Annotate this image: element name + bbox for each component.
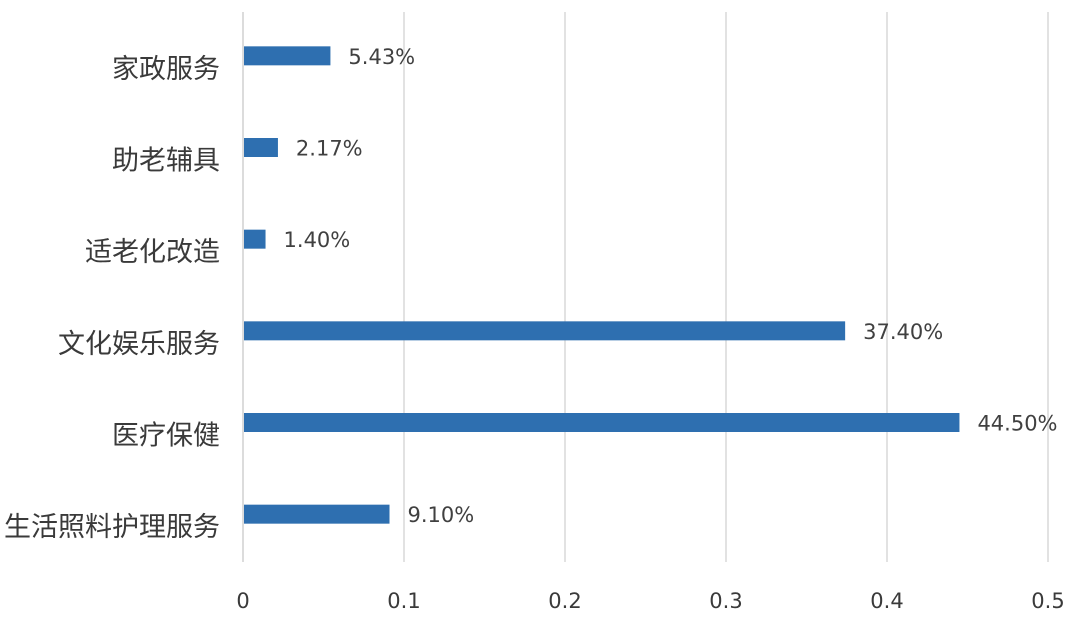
x-tick-labels: 0 0.1 0.2 0.3 0.4 0.5 (236, 589, 1064, 613)
bar (244, 138, 278, 157)
x-tick-label: 0.3 (709, 589, 742, 613)
category-label: 医疗保健 (112, 421, 220, 452)
category-label: 助老辅具 (112, 146, 220, 177)
gridlines (242, 12, 1049, 562)
category-label: 适老化改造 (85, 237, 220, 268)
data-label: 44.50% (977, 412, 1057, 436)
category-label: 家政服务 (112, 54, 220, 85)
bar (244, 229, 266, 249)
data-labels: 5.43% 2.17% 1.40% 37.40% 44.50% 9.10% (284, 45, 1058, 527)
category-label: 生活照料护理服务 (4, 512, 220, 543)
bar (244, 46, 331, 66)
category-label: 文化娱乐服务 (58, 329, 220, 360)
x-tick-label: 0.2 (548, 589, 581, 613)
x-tick-label: 0 (236, 589, 249, 613)
bars (244, 46, 960, 524)
x-tick-label: 0.1 (387, 589, 420, 613)
data-label: 1.40% (284, 228, 351, 252)
data-label: 5.43% (348, 45, 415, 69)
bar (244, 321, 846, 341)
x-tick-label: 0.4 (870, 589, 903, 613)
data-label: 9.10% (408, 503, 475, 527)
data-label: 2.17% (296, 137, 363, 161)
bar (244, 504, 390, 524)
bar (244, 413, 960, 432)
x-tick-label: 0.5 (1031, 589, 1064, 613)
data-label: 37.40% (863, 320, 943, 344)
